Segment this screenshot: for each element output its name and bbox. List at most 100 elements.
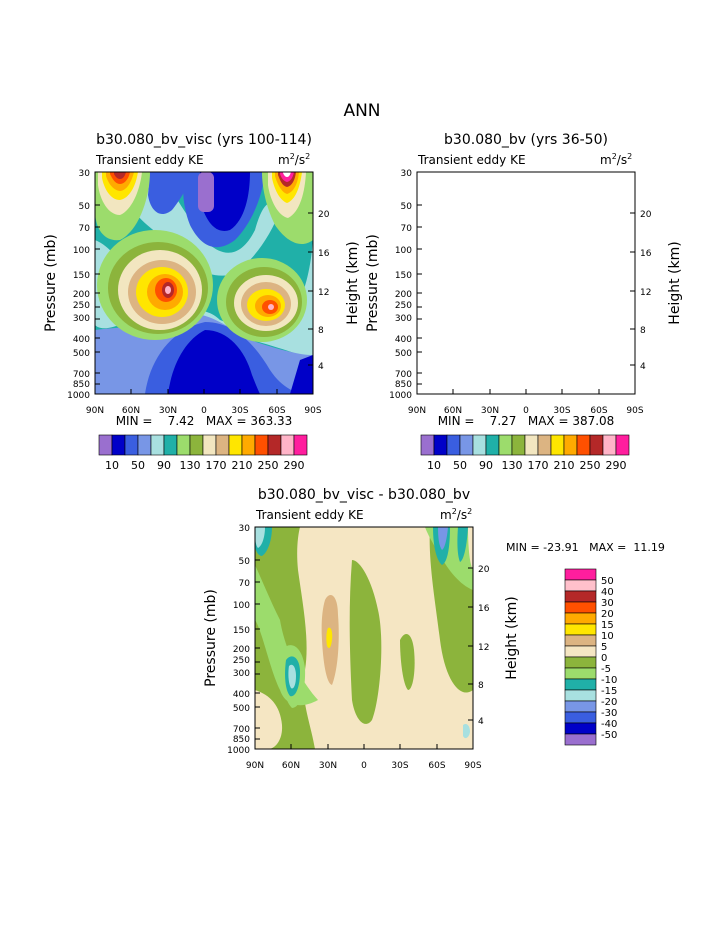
page-title: ANN bbox=[343, 101, 380, 121]
panel-b-frame bbox=[416, 171, 636, 395]
panel-a-ytick-50: 50 bbox=[79, 202, 91, 212]
panel-c-colorbar-box-5 bbox=[564, 612, 597, 625]
panel-b-y2tick-8: 8 bbox=[640, 326, 646, 336]
panel-b-xtick-60n: 60N bbox=[444, 406, 462, 416]
panel-b-xtick-90n: 90N bbox=[408, 406, 426, 416]
panel-b-region-blue-1 bbox=[470, 172, 512, 214]
panel-a-xtick-30s: 30S bbox=[231, 406, 248, 416]
panel-b-left-jet-core-pink bbox=[487, 286, 493, 294]
panel-b-region-blue-3 bbox=[467, 322, 622, 394]
panel-c-region-cream-top-right bbox=[468, 527, 473, 570]
panel-b-region-light-cyan bbox=[417, 230, 635, 360]
panel-b-left-jet-orange bbox=[469, 274, 505, 310]
panel-c-variable-label: Transient eddy KE bbox=[255, 508, 364, 522]
panel-c-y2tick-16: 16 bbox=[478, 604, 490, 614]
panel-b-y2label: Height (km) bbox=[667, 241, 683, 324]
panel-c-region-light-cyan-anomaly bbox=[288, 664, 296, 689]
panel-b-y2tick-16: 16 bbox=[640, 249, 652, 259]
panel-b-ytick-100: 100 bbox=[395, 246, 412, 256]
panel-b-right-jet-cream bbox=[556, 275, 620, 331]
panel-c-ytick-50: 50 bbox=[239, 557, 251, 567]
panel-b-left-jet-green bbox=[419, 230, 535, 340]
panel-b-units: m2/s2 bbox=[600, 152, 632, 167]
panel-c-region-cream-main bbox=[297, 527, 473, 749]
panel-b-colorbar-label-10: 10 bbox=[427, 459, 441, 472]
panel-b-top-left-core bbox=[436, 172, 448, 179]
panel-b-min-max: MIN = 7.27 MAX = 387.08 bbox=[438, 414, 615, 428]
panel-b-colorbar-label-90: 90 bbox=[479, 459, 493, 472]
panel-b-right-jet-red bbox=[584, 300, 600, 314]
panel-b-top-left-orange bbox=[428, 172, 456, 191]
panel-b-colorbar-box-3 bbox=[446, 434, 461, 456]
panel-a-variable-label: Transient eddy KE bbox=[95, 153, 204, 167]
panel-a-colorbar-label-90: 90 bbox=[157, 459, 171, 472]
panel-a-ylabel: Pressure (mb) bbox=[43, 234, 59, 332]
panel-a-colorbar-label-130: 130 bbox=[180, 459, 201, 472]
panel-c-colorbar-box-9 bbox=[564, 656, 597, 669]
panel-a-ytick-250: 250 bbox=[73, 301, 90, 311]
panel-b-variable-label: Transient eddy KE bbox=[417, 153, 526, 167]
panel-b-top-left-cream bbox=[420, 172, 464, 215]
panel-a-y2tick-8: 8 bbox=[318, 326, 324, 336]
panel-b-y2tick-20: 20 bbox=[640, 210, 652, 220]
panel-c-xtick-60n: 60N bbox=[282, 761, 300, 771]
panel-c-y2tick-12: 12 bbox=[478, 643, 489, 653]
panel-c-ytick-30: 30 bbox=[239, 524, 251, 534]
panel-a-colorbar-label-170: 170 bbox=[206, 459, 227, 472]
panel-a-colorbar-box-6 bbox=[163, 434, 178, 456]
panel-a-colorbar-box-3 bbox=[124, 434, 139, 456]
panel-c-ytick-70: 70 bbox=[239, 579, 251, 589]
panel-c-ytick-400: 400 bbox=[233, 690, 250, 700]
panel-c-colorbar-box-10 bbox=[564, 667, 597, 680]
panel-a-colorbar-label-290: 290 bbox=[284, 459, 305, 472]
panel-c-xtick-0: 0 bbox=[361, 761, 367, 771]
panel-b-colorbar-box-12 bbox=[563, 434, 578, 456]
panel-b-ytick-70: 70 bbox=[401, 224, 413, 234]
panel-c-colorbar: 50 40 30 20 15 10 5 0 -5 -10 -15 -20 -30… bbox=[564, 568, 617, 746]
panel-b-colorbar-box-4 bbox=[459, 434, 474, 456]
panel-b-xtick-30s: 30S bbox=[553, 406, 570, 416]
panel-b-right-jet-tan bbox=[563, 282, 613, 326]
panel-b-colorbar-box-14 bbox=[589, 434, 604, 456]
panel-a-ytick-70: 70 bbox=[79, 224, 91, 234]
panel-a-ytick-200: 200 bbox=[73, 290, 90, 300]
panel-c-colorbar-label-10: 10 bbox=[601, 631, 614, 642]
panel-b-top-right-orange bbox=[597, 172, 621, 194]
panel-a-colorbar-label-10: 10 bbox=[105, 459, 119, 472]
panel-b-ytick-1000: 1000 bbox=[389, 391, 412, 401]
panel-c-colorbar-box-16 bbox=[564, 733, 597, 746]
panel-b-ytick-250: 250 bbox=[395, 301, 412, 311]
panel-a-ytick-400: 400 bbox=[73, 335, 90, 345]
panel-a-ytick-30: 30 bbox=[79, 169, 91, 179]
panel-b-left-jet-core-dark bbox=[484, 282, 496, 298]
panel-c-region-light-cyan-top-left bbox=[255, 527, 265, 548]
panel-b-colorbar-box-9 bbox=[524, 434, 539, 456]
panel-a-y2tick-20: 20 bbox=[318, 210, 330, 220]
panel-c-colorbar-box-14 bbox=[564, 711, 597, 724]
panel-b-colorbar-label-170: 170 bbox=[528, 459, 549, 472]
panel-a-xtick-30n: 30N bbox=[159, 406, 177, 416]
panel-a-ytick-500: 500 bbox=[73, 349, 90, 359]
panel-c-colorbar-label-15: 15 bbox=[601, 620, 614, 631]
panel-b-ytick-50: 50 bbox=[401, 202, 413, 212]
panel-b-colorbar-box-16 bbox=[615, 434, 630, 456]
panel-b-title: b30.080_bv (yrs 36-50) bbox=[444, 132, 608, 148]
panel-c-region-yellow bbox=[326, 627, 333, 648]
panel-c-xtick-60s: 60S bbox=[428, 761, 445, 771]
panel-c-ytick-100: 100 bbox=[233, 601, 250, 611]
panel-b-ytick-850: 850 bbox=[395, 380, 412, 390]
panel-a-colorbar-box-7 bbox=[176, 434, 191, 456]
panel-c-xtick-30s: 30S bbox=[391, 761, 408, 771]
panel-a-ytick-850: 850 bbox=[73, 380, 90, 390]
panel-b-top-left-red bbox=[432, 172, 452, 184]
panel-b-ytick-500: 500 bbox=[395, 349, 412, 359]
panel-b-colorbar-label-210: 210 bbox=[554, 459, 575, 472]
panel-c-ylabel: Pressure (mb) bbox=[203, 589, 219, 687]
panel-b-region-light-cyan-2 bbox=[452, 184, 602, 275]
panel-c-ytick-850: 850 bbox=[233, 735, 250, 745]
panel-a-colorbar-box-13 bbox=[254, 434, 269, 456]
panel-a-left-jet-core-pink bbox=[165, 286, 171, 294]
panel-b-colorbar-box-13 bbox=[576, 434, 591, 456]
panel-b-region-dark-blue-2 bbox=[490, 330, 582, 394]
